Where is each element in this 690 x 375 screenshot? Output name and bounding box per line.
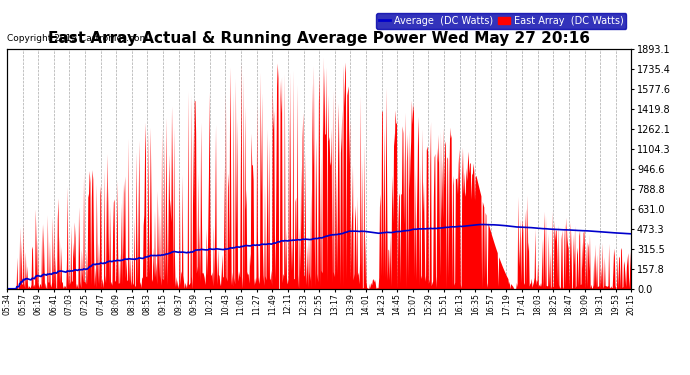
Title: East Array Actual & Running Average Power Wed May 27 20:16: East Array Actual & Running Average Powe… — [48, 31, 590, 46]
Legend: Average  (DC Watts), East Array  (DC Watts): Average (DC Watts), East Array (DC Watts… — [376, 13, 627, 28]
Text: Copyright 2015 Cartronics.com: Copyright 2015 Cartronics.com — [7, 34, 148, 43]
